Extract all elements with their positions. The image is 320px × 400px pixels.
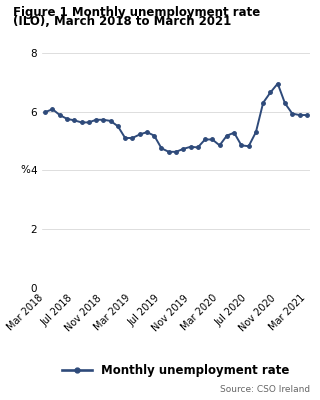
- Text: (ILO), March 2018 to March 2021: (ILO), March 2018 to March 2021: [13, 15, 231, 28]
- Text: Source: CSO Ireland: Source: CSO Ireland: [220, 385, 310, 394]
- Text: %: %: [20, 165, 30, 175]
- Legend: Monthly unemployment rate: Monthly unemployment rate: [58, 360, 294, 382]
- Text: Figure 1 Monthly unemployment rate: Figure 1 Monthly unemployment rate: [13, 6, 260, 19]
